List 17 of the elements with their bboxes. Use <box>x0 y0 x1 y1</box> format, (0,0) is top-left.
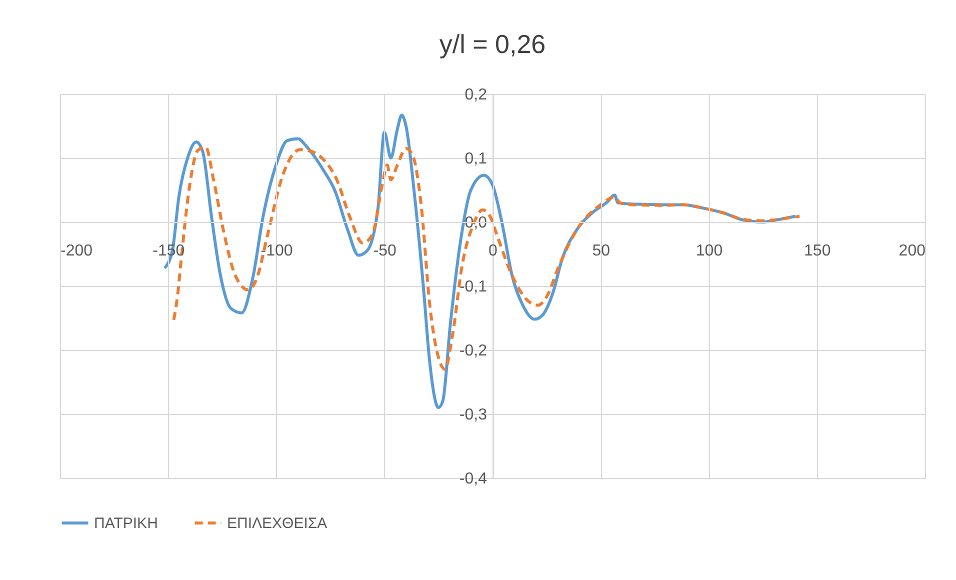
y-tick-label: -0,3 <box>459 406 488 424</box>
y-tick-label: 0,2 <box>464 86 488 104</box>
y-tick-label: -0,2 <box>459 342 488 360</box>
y-tick-label: -0,4 <box>459 470 488 488</box>
x-tick-label: -100 <box>260 242 293 260</box>
x-tick-label: -200 <box>60 242 93 260</box>
x-tick-label: 50 <box>592 242 610 260</box>
legend-label: ΕΠΙΛΕΧΘΕΙΣΑ <box>227 515 328 532</box>
legend-label: ΠΑΤΡΙΚΗ <box>94 515 158 532</box>
x-tick-label: 0 <box>488 242 498 260</box>
y-tick-label: 0,1 <box>464 150 488 168</box>
y-tick-label: -0,1 <box>459 278 488 296</box>
chart-title: y/l = 0,26 <box>439 29 546 59</box>
x-tick-label: 100 <box>696 242 723 260</box>
x-tick-label: 200 <box>898 242 926 260</box>
x-tick-label: 150 <box>804 242 831 260</box>
x-tick-label: -50 <box>373 242 397 260</box>
